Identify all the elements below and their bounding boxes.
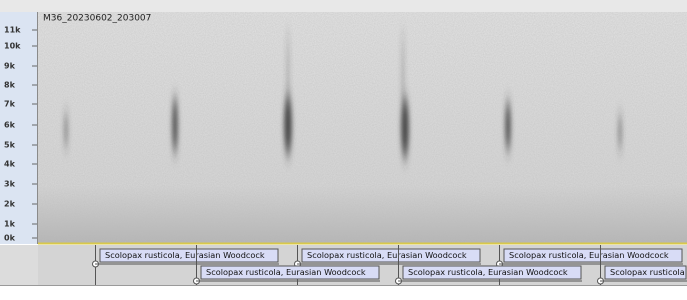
ruler-label: 6k (4, 121, 16, 130)
top-bar (0, 0, 687, 12)
ruler-label: 7k (4, 100, 16, 109)
label-track-ruler (0, 245, 38, 285)
ruler-label: 8k (4, 81, 16, 90)
ruler-label: 1k (4, 220, 16, 229)
label-text: Scolopax rusticola, Eurasian Woodcock (206, 267, 366, 277)
ruler-label: 2k (4, 200, 16, 209)
ruler-label: 9k (4, 62, 16, 71)
spectrogram-noise (38, 12, 687, 243)
track-name: M36_20230602_203007 (43, 14, 151, 24)
ruler-label: 4k (4, 160, 16, 169)
ruler-label: 11k (4, 26, 21, 35)
label-text: Scolopax rusticola, Eurasian Woodcock (509, 250, 669, 260)
ruler-label: 3k (4, 180, 16, 189)
label-text: Scolopax rusticola, Eurasian Woodcock (307, 250, 467, 260)
ruler-label: 0k (4, 234, 16, 243)
audacity-window: M36_20230602_203007 11k 10k 9k 8k 7k 6k 5k 4k 3k… (0, 0, 687, 300)
label-text: Scolopax rusticola, Eurasian Woodcock (105, 250, 265, 260)
label-text: Scolopax rusticola (610, 267, 685, 277)
label-text: Scolopax rusticola, Eurasian Woodcock (408, 267, 568, 277)
ruler-label: 5k (4, 141, 16, 150)
ruler-label: 10k (4, 42, 21, 51)
